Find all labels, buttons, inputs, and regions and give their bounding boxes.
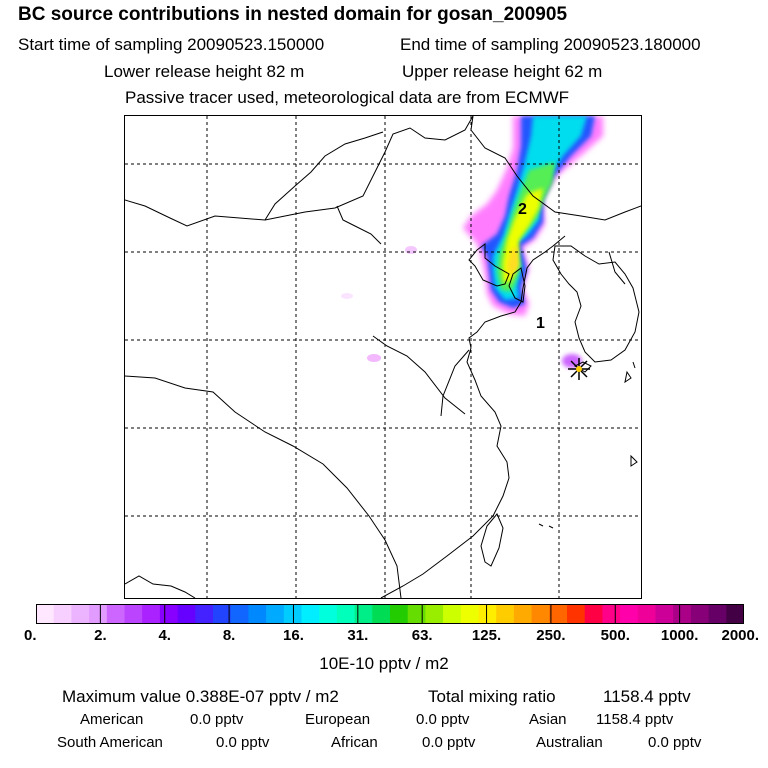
colorbar-swatch — [248, 604, 267, 624]
colorbar-swatch — [106, 604, 125, 624]
colorbar-tick-label: 63. — [411, 627, 433, 644]
star-marker-icon — [568, 358, 590, 380]
region-value: 1158.4 pptv — [596, 711, 674, 728]
lat-lon-grid — [125, 116, 641, 598]
colorbar-swatch — [496, 604, 515, 624]
colorbar-swatch — [531, 604, 550, 624]
colorbar-swatch — [425, 604, 444, 624]
colorbar-swatch — [513, 604, 533, 624]
colorbar-swatch — [584, 604, 603, 624]
colorbar-swatch — [372, 604, 391, 624]
colorbar-border — [36, 604, 744, 624]
colorbar-swatch — [708, 604, 727, 624]
region-value: 0.0 pptv — [422, 734, 476, 751]
region-name: South American — [57, 734, 163, 751]
region-value: 0.0 pptv — [416, 711, 470, 728]
colorbar-tick-label: 2. — [94, 627, 107, 644]
colorbar-swatch — [354, 604, 373, 624]
colorbar-swatch — [124, 604, 143, 624]
colorbar-tick-label: 0. — [24, 627, 37, 644]
colorbar-swatch — [602, 604, 621, 624]
region-value: 0.0 pptv — [190, 711, 244, 728]
end-time-label: End time of sampling 20090523.180000 — [400, 35, 701, 54]
region-value: 0.0 pptv — [648, 734, 702, 751]
map-panel: 2 1 — [124, 115, 642, 599]
colorbar-tick-label: 4. — [158, 627, 171, 644]
colorbar-swatch — [726, 604, 744, 624]
region-name: American — [80, 711, 144, 728]
colorbar-swatch — [407, 604, 426, 624]
colorbar-swatch — [195, 604, 214, 624]
page-title: BC source contributions in nested domain… — [18, 4, 568, 25]
colorbar-swatch — [673, 604, 692, 624]
marker-label-2: 2 — [518, 201, 527, 218]
colorbar-swatch — [71, 604, 90, 624]
plume-contours — [341, 116, 603, 368]
upper-release-label: Upper release height 62 m — [402, 62, 603, 81]
region-name: Asian — [529, 711, 567, 728]
max-value-label: Maximum value 0.388E-07 pptv / m2 — [62, 687, 339, 706]
marker-label-1: 1 — [536, 315, 545, 332]
colorbar-swatch — [336, 604, 356, 624]
region-value: 0.0 pptv — [216, 734, 270, 751]
colorbar-tick-label: 1000. — [660, 627, 699, 644]
colorbar-tick-label: 16. — [283, 627, 304, 644]
colorbar-swatch — [177, 604, 196, 624]
total-mixing-value: 1158.4 pptv — [603, 687, 691, 706]
colorbar — [36, 604, 744, 624]
colorbar-swatch — [637, 604, 656, 624]
colorbar-swatch — [319, 604, 338, 624]
colorbar-swatch — [89, 604, 108, 624]
colorbar-swatch — [283, 604, 302, 624]
colorbar-swatch — [213, 604, 232, 624]
colorbar-swatch — [36, 604, 55, 624]
colorbar-tick-label: 125. — [471, 627, 502, 644]
colorbar-swatch — [390, 604, 409, 624]
colorbar-swatch — [230, 604, 249, 624]
colorbar-tick-label: 2000. — [721, 627, 760, 644]
colorbar-swatch — [142, 604, 161, 624]
colorbar-swatch — [567, 604, 586, 624]
colorbar-swatch — [301, 604, 320, 624]
colorbar-swatch — [690, 604, 710, 624]
region-name: European — [305, 711, 371, 728]
lower-release-label: Lower release height 82 m — [104, 62, 305, 81]
colorbar-tick-label: 31. — [347, 627, 369, 644]
region-name: Australian — [536, 734, 603, 751]
colorbar-swatch — [53, 604, 72, 624]
coastlines — [125, 116, 641, 598]
colorbar-swatch — [443, 604, 462, 624]
region-name: African — [331, 734, 378, 751]
tracer-note: Passive tracer used, meteorological data… — [125, 88, 570, 107]
colorbar-tick-label: 250. — [536, 627, 566, 644]
colorbar-tick-label: 500. — [600, 627, 630, 644]
start-time-label: Start time of sampling 20090523.150000 — [18, 35, 325, 54]
colorbar-swatch — [620, 604, 639, 624]
colorbar-swatch — [266, 604, 285, 624]
colorbar-swatch — [478, 604, 497, 624]
total-mixing-label: Total mixing ratio — [428, 687, 556, 706]
map-canvas: 2 1 — [125, 116, 641, 598]
colorbar-swatch — [159, 604, 179, 624]
colorbar-tick-label: 8. — [222, 627, 236, 644]
colorbar-swatch — [655, 604, 674, 624]
colorbar-swatch — [549, 604, 568, 624]
colorbar-units: 10E-10 pptv / m2 — [319, 654, 449, 673]
colorbar-swatch — [460, 604, 479, 624]
